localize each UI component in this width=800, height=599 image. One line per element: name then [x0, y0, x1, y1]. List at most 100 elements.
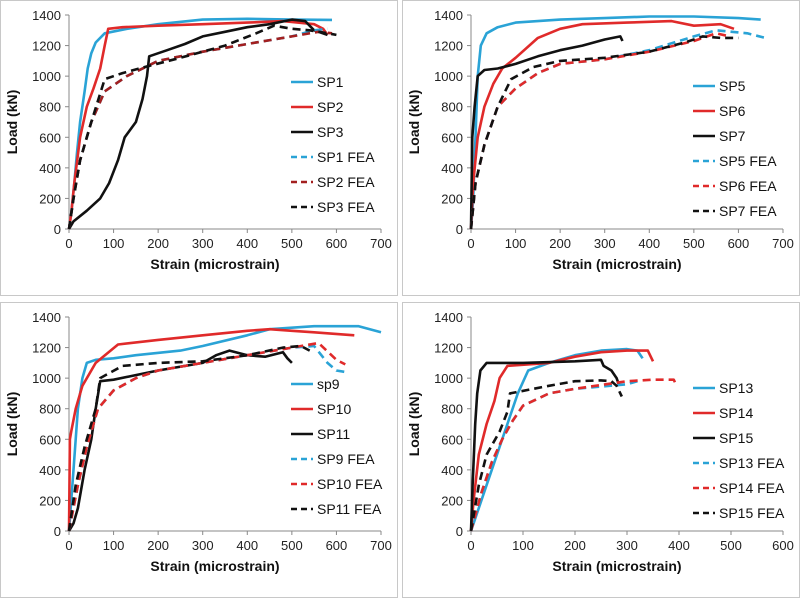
x-tick-label: 0 — [467, 538, 474, 553]
x-tick-label: 700 — [370, 236, 392, 251]
series-line-sp14 — [469, 349, 655, 532]
x-tick-label: 200 — [147, 538, 169, 553]
x-tick-label: 400 — [638, 236, 660, 251]
legend-label: SP2 — [317, 99, 344, 115]
series-line-sp3-fea — [67, 24, 337, 230]
series-line-sp7 — [469, 35, 624, 230]
x-tick-label: 200 — [147, 236, 169, 251]
x-tick-label: 400 — [236, 236, 258, 251]
legend-label: SP14 — [719, 405, 753, 421]
y-tick-label: 600 — [39, 432, 61, 447]
chart-panel-3: 0 100 200 300 400 500 600 700 0 200 400 600 800 1000 1… — [0, 302, 398, 598]
y-tick-label: 1200 — [434, 341, 463, 356]
x-tick-label: 200 — [564, 538, 586, 553]
x-tick-label: 500 — [683, 236, 705, 251]
chart-svg-4: 0 100 200 300 400 500 600 0 200 400 600 800 1000 1200… — [406, 310, 794, 574]
legend-label: SP1 FEA — [317, 149, 375, 165]
legend-label: SP15 FEA — [719, 505, 785, 521]
x-tick-label: 600 — [326, 236, 348, 251]
x-axis-title: Strain (microstrain) — [552, 558, 681, 574]
legend-label: SP11 FEA — [317, 501, 382, 517]
x-axis-title: Strain (microstrain) — [552, 256, 681, 272]
y-tick-label: 1000 — [434, 69, 463, 84]
legend-label: SP13 — [719, 380, 753, 396]
legend-label: SP1 — [317, 74, 344, 90]
series-line-sp13 — [469, 347, 644, 532]
y-tick-label: 400 — [39, 161, 61, 176]
y-tick-label: 1400 — [434, 8, 463, 23]
x-axis-title: Strain (microstrain) — [150, 558, 279, 574]
x-tick-label: 700 — [370, 538, 392, 553]
y-axis-title: Load (kN) — [406, 392, 422, 457]
series-line-sp7-fea — [469, 35, 739, 230]
y-tick-label: 1200 — [32, 39, 61, 54]
y-tick-label: 200 — [441, 191, 463, 206]
chart-panel-4: 0 100 200 300 400 500 600 0 200 400 600 800 1000 1200… — [402, 302, 800, 598]
series-line-sp1 — [67, 17, 333, 230]
y-tick-label: 200 — [39, 493, 61, 508]
y-tick-label: 800 — [441, 402, 463, 417]
y-tick-label: 1000 — [32, 371, 61, 386]
series-line-sp9-fea — [67, 344, 346, 532]
y-tick-label: 1000 — [434, 371, 463, 386]
y-tick-label: 1400 — [32, 8, 61, 23]
chart-svg-2: 0 100 200 300 400 500 600 700 0 200 400 600 800 1000 1… — [406, 8, 794, 272]
x-tick-label: 500 — [281, 236, 303, 251]
legend-label: SP3 — [317, 124, 344, 140]
y-tick-label: 200 — [441, 493, 463, 508]
legend-label: SP6 — [719, 103, 746, 119]
y-tick-label: 1000 — [32, 69, 61, 84]
x-tick-label: 100 — [505, 236, 527, 251]
series-line-sp3 — [67, 18, 328, 230]
y-tick-label: 1200 — [32, 341, 61, 356]
chart-panel-1: 0 100 200 300 400 500 600 700 0 200 400 600 800 1000 1… — [0, 0, 398, 296]
legend-label: SP9 FEA — [317, 451, 375, 467]
legend-label: sp9 — [317, 376, 340, 392]
y-tick-label: 400 — [441, 161, 463, 176]
legend-label: SP14 FEA — [719, 480, 785, 496]
y-tick-label: 800 — [39, 100, 61, 115]
chart-svg-1: 0 100 200 300 400 500 600 700 0 200 400 600 800 1000 1… — [4, 8, 392, 272]
series-line-sp15 — [469, 358, 621, 532]
chart-svg-3: 0 100 200 300 400 500 600 700 0 200 400 600 800 1000 1… — [4, 310, 392, 574]
y-tick-label: 0 — [54, 524, 61, 539]
legend-label: SP15 — [719, 430, 753, 446]
y-tick-label: 800 — [39, 402, 61, 417]
legend-label: SP6 FEA — [719, 178, 777, 194]
x-tick-label: 0 — [467, 236, 474, 251]
x-tick-label: 0 — [65, 236, 72, 251]
series-line-sp2-fea — [67, 30, 333, 230]
x-tick-label: 400 — [668, 538, 690, 553]
x-tick-label: 300 — [616, 538, 638, 553]
x-tick-label: 0 — [65, 538, 72, 553]
legend-label: SP2 FEA — [317, 174, 375, 190]
y-tick-label: 200 — [39, 191, 61, 206]
y-tick-label: 400 — [39, 463, 61, 478]
series-line-sp14-fea — [469, 378, 678, 532]
x-tick-label: 100 — [512, 538, 534, 553]
y-axis-title: Load (kN) — [4, 90, 20, 155]
series-line-sp6 — [469, 19, 735, 230]
x-tick-label: 600 — [728, 236, 750, 251]
x-tick-label: 100 — [103, 538, 125, 553]
x-axis-title: Strain (microstrain) — [150, 256, 279, 272]
series-line-sp10 — [67, 327, 355, 532]
x-tick-label: 600 — [326, 538, 348, 553]
y-tick-label: 600 — [441, 130, 463, 145]
x-tick-label: 100 — [103, 236, 125, 251]
series-line-sp1-fea — [67, 27, 328, 230]
y-axis-title: Load (kN) — [406, 90, 422, 155]
y-axis-title: Load (kN) — [4, 392, 20, 457]
legend-label: SP10 FEA — [317, 476, 383, 492]
y-tick-label: 1400 — [32, 310, 61, 325]
y-tick-label: 0 — [456, 222, 463, 237]
x-tick-label: 500 — [720, 538, 742, 553]
legend-label: SP7 FEA — [719, 203, 777, 219]
y-tick-label: 400 — [441, 463, 463, 478]
x-tick-label: 400 — [236, 538, 258, 553]
y-tick-label: 600 — [441, 432, 463, 447]
series-line-sp5 — [469, 15, 761, 230]
chart-panel-2: 0 100 200 300 400 500 600 700 0 200 400 600 800 1000 1… — [402, 0, 800, 296]
series-line-sp11-fea — [67, 344, 311, 532]
legend-label: SP13 FEA — [719, 455, 785, 471]
